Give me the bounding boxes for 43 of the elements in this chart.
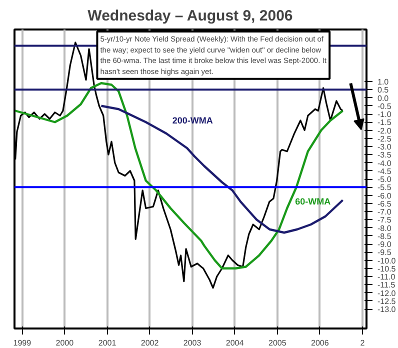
y-tick-label: -10.0 <box>378 256 396 266</box>
y-tick-label: 1.0 <box>378 78 390 86</box>
x-tick-label: 2 <box>360 338 366 348</box>
x-tick-label: 2004 <box>226 338 244 348</box>
x-tick-label: 2001 <box>98 338 117 348</box>
y-tick-label: -12.0 <box>378 288 396 298</box>
x-tick-label: 2003 <box>183 338 202 348</box>
y-tick-label: -1.5 <box>378 118 392 128</box>
chart-title: Wednesday – August 9, 2006 <box>88 8 293 24</box>
y-tick-label: -2.0 <box>378 126 392 136</box>
y-tick-label: -10.5 <box>378 264 396 274</box>
x-tick-label: 1999 <box>13 338 32 348</box>
line-series <box>14 82 344 270</box>
y-tick-label: -13.0 <box>378 305 396 314</box>
y-tick-label: -8.0 <box>378 224 392 233</box>
y-tick-label: -7.0 <box>378 208 392 216</box>
y-tick-label: -6.0 <box>378 191 392 200</box>
x-tick-label: 2002 <box>140 338 160 348</box>
y-tick-label: -3.5 <box>378 150 392 160</box>
y-tick-label: -6.5 <box>378 199 392 208</box>
y-tick-label: -7.5 <box>378 216 392 225</box>
x-tick-label: 2005 <box>268 338 287 348</box>
y-tick-label: -9.5 <box>378 248 392 258</box>
y-tick-label: -8.5 <box>378 232 392 241</box>
y-tick-label: -1.0 <box>378 110 392 119</box>
y-tick-label: -5.0 <box>378 175 392 184</box>
series-label: 200-WMA <box>172 116 214 126</box>
y-tick-label: -11.5 <box>378 280 396 290</box>
y-tick-label: -11.0 <box>378 272 396 282</box>
line-series <box>100 104 344 234</box>
y-tick-label: -4.0 <box>378 158 392 168</box>
y-tick-label: -0.5 <box>378 102 392 111</box>
y-tick-label: 0.0 <box>378 94 390 103</box>
y-tick-label: -5.5 <box>378 183 392 192</box>
x-tick-label: 2000 <box>56 338 74 348</box>
y-tick-label: -12.5 <box>378 296 396 306</box>
y-tick-label: -2.5 <box>378 134 392 144</box>
y-tick-label: -4.5 <box>378 166 392 176</box>
y-tick-label: -9.0 <box>378 240 392 249</box>
x-tick-label: 2006 <box>311 338 330 348</box>
series-label: 60-WMA <box>295 196 332 206</box>
y-tick-label: 0.5 <box>378 86 390 95</box>
y-tick-label: -3.0 <box>378 142 392 152</box>
